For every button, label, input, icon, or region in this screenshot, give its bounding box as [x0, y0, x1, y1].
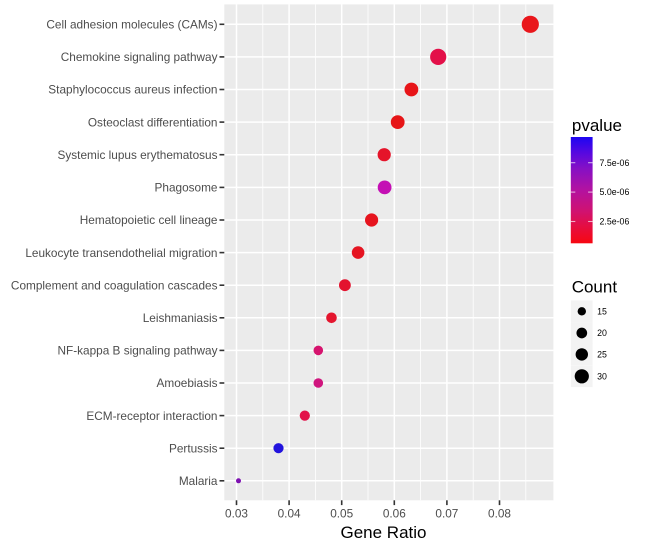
svg-text:Systemic lupus erythematosus: Systemic lupus erythematosus: [58, 148, 218, 162]
svg-text:20: 20: [597, 328, 607, 338]
svg-text:Amoebiasis: Amoebiasis: [157, 376, 218, 390]
svg-text:0.07: 0.07: [435, 507, 458, 521]
svg-text:pvalue: pvalue: [572, 116, 622, 135]
svg-text:7.5e-06: 7.5e-06: [600, 158, 630, 168]
svg-text:0.08: 0.08: [488, 507, 511, 521]
svg-text:Pertussis: Pertussis: [169, 441, 218, 455]
svg-text:Osteoclast differentiation: Osteoclast differentiation: [88, 115, 218, 129]
svg-text:Phagosome: Phagosome: [155, 181, 218, 195]
svg-text:Gene Ratio: Gene Ratio: [341, 523, 427, 542]
svg-text:2.5e-06: 2.5e-06: [600, 217, 630, 227]
svg-text:Staphylococcus aureus infectio: Staphylococcus aureus infection: [48, 83, 217, 97]
svg-text:Hematopoietic cell lineage: Hematopoietic cell lineage: [80, 213, 218, 227]
svg-text:25: 25: [597, 350, 607, 360]
svg-text:ECM-receptor interaction: ECM-receptor interaction: [86, 409, 217, 423]
svg-text:Malaria: Malaria: [179, 474, 218, 488]
svg-text:5.0e-06: 5.0e-06: [600, 187, 630, 197]
svg-text:Complement and coagulation cas: Complement and coagulation cascades: [11, 278, 218, 292]
svg-text:0.03: 0.03: [225, 507, 248, 521]
svg-text:30: 30: [597, 371, 607, 381]
svg-text:NF-kappa B signaling pathway: NF-kappa B signaling pathway: [57, 344, 217, 358]
svg-text:0.06: 0.06: [383, 507, 406, 521]
svg-text:15: 15: [597, 306, 607, 316]
svg-text:Cell adhesion molecules (CAMs): Cell adhesion molecules (CAMs): [46, 18, 217, 32]
svg-text:0.04: 0.04: [278, 507, 301, 521]
svg-text:Chemokine signaling pathway: Chemokine signaling pathway: [61, 50, 218, 64]
svg-text:Leukocyte transendothelial mig: Leukocyte transendothelial migration: [25, 246, 217, 260]
svg-text:0.05: 0.05: [330, 507, 353, 521]
svg-text:Count: Count: [572, 278, 618, 297]
svg-text:Leishmaniasis: Leishmaniasis: [143, 311, 218, 325]
